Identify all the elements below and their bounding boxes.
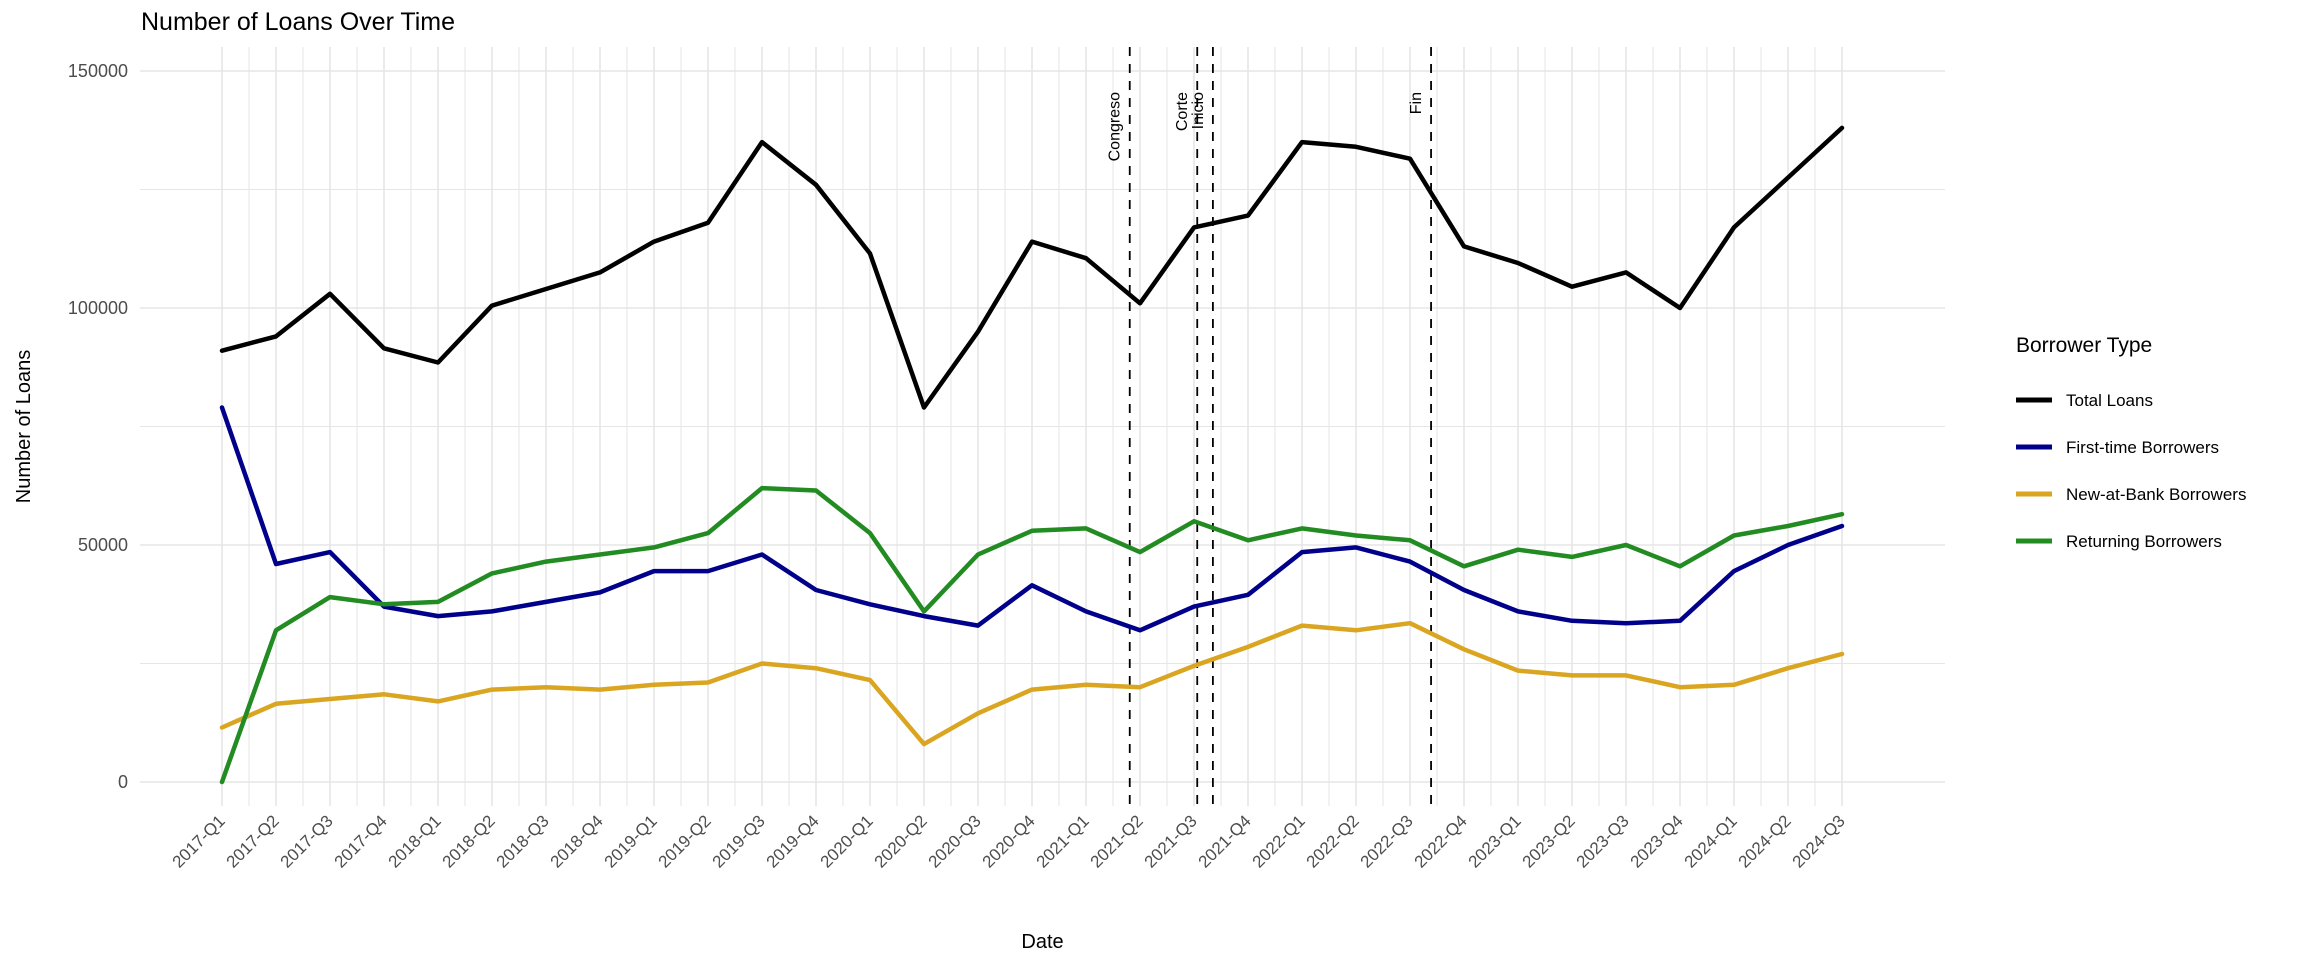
x-tick-label-2020-Q2: 2020-Q2 bbox=[871, 811, 931, 871]
y-tick-label-0: 0 bbox=[118, 772, 128, 792]
x-tick-label-2023-Q1: 2023-Q1 bbox=[1465, 811, 1525, 871]
x-tick-label-2018-Q4: 2018-Q4 bbox=[547, 811, 607, 871]
x-tick-label-2022-Q3: 2022-Q3 bbox=[1357, 811, 1417, 871]
x-tick-label-2021-Q4: 2021-Q4 bbox=[1195, 811, 1255, 871]
y-axis-title: Number of Loans bbox=[13, 350, 35, 503]
x-axis-title: Date bbox=[1021, 931, 1063, 953]
x-tick-label-2024-Q1: 2024-Q1 bbox=[1681, 811, 1741, 871]
x-tick-label-2018-Q2: 2018-Q2 bbox=[439, 811, 499, 871]
x-tick-label-2021-Q3: 2021-Q3 bbox=[1141, 811, 1201, 871]
x-tick-label-2024-Q2: 2024-Q2 bbox=[1735, 811, 1795, 871]
x-tick-label-2017-Q1: 2017-Q1 bbox=[169, 811, 229, 871]
x-tick-label-2019-Q2: 2019-Q2 bbox=[655, 811, 715, 871]
x-tick-label-2019-Q3: 2019-Q3 bbox=[709, 811, 769, 871]
y-tick-label-50000: 50000 bbox=[78, 535, 128, 555]
vline-label-corte: Corte bbox=[1174, 92, 1191, 131]
legend-label-first_time: First-time Borrowers bbox=[2066, 438, 2219, 457]
x-tick-label-2020-Q4: 2020-Q4 bbox=[979, 811, 1039, 871]
x-tick-label-2017-Q3: 2017-Q3 bbox=[277, 811, 337, 871]
x-tick-label-2019-Q4: 2019-Q4 bbox=[763, 811, 823, 871]
vline-label-fin: Fin bbox=[1408, 92, 1425, 114]
series-line-total_loans bbox=[219, 125, 1845, 410]
vline-label-congreso: Congreso bbox=[1107, 92, 1124, 161]
series-line-first_time bbox=[219, 405, 1845, 633]
x-tick-label-2020-Q3: 2020-Q3 bbox=[925, 811, 985, 871]
series-line-returning bbox=[219, 485, 1845, 785]
x-tick-label-2022-Q2: 2022-Q2 bbox=[1303, 811, 1363, 871]
x-tick-label-2018-Q3: 2018-Q3 bbox=[493, 811, 553, 871]
legend-title: Borrower Type bbox=[2016, 334, 2152, 357]
x-tick-label-2019-Q1: 2019-Q1 bbox=[601, 811, 661, 871]
x-tick-label-2023-Q2: 2023-Q2 bbox=[1519, 811, 1579, 871]
x-tick-label-2021-Q2: 2021-Q2 bbox=[1087, 811, 1147, 871]
y-tick-label-100000: 100000 bbox=[68, 298, 128, 318]
legend-label-new_at_bank: New-at-Bank Borrowers bbox=[2066, 485, 2246, 504]
x-tick-label-2021-Q1: 2021-Q1 bbox=[1033, 811, 1093, 871]
y-tick-label-150000: 150000 bbox=[68, 61, 128, 81]
x-tick-label-2020-Q1: 2020-Q1 bbox=[817, 811, 877, 871]
x-tick-label-2018-Q1: 2018-Q1 bbox=[385, 811, 445, 871]
x-tick-label-2023-Q3: 2023-Q3 bbox=[1573, 811, 1633, 871]
x-tick-label-2022-Q1: 2022-Q1 bbox=[1249, 811, 1309, 871]
series-line-new_at_bank bbox=[219, 620, 1845, 747]
legend-label-total_loans: Total Loans bbox=[2066, 391, 2153, 410]
x-tick-label-2017-Q4: 2017-Q4 bbox=[331, 811, 391, 871]
x-tick-label-2023-Q4: 2023-Q4 bbox=[1627, 811, 1687, 871]
x-tick-label-2017-Q2: 2017-Q2 bbox=[223, 811, 283, 871]
vline-label-inicio: Inicio bbox=[1190, 92, 1207, 129]
x-tick-label-2022-Q4: 2022-Q4 bbox=[1411, 811, 1471, 871]
chart-title: Number of Loans Over Time bbox=[141, 8, 455, 36]
x-tick-label-2024-Q3: 2024-Q3 bbox=[1789, 811, 1849, 871]
legend-label-returning: Returning Borrowers bbox=[2066, 532, 2222, 551]
